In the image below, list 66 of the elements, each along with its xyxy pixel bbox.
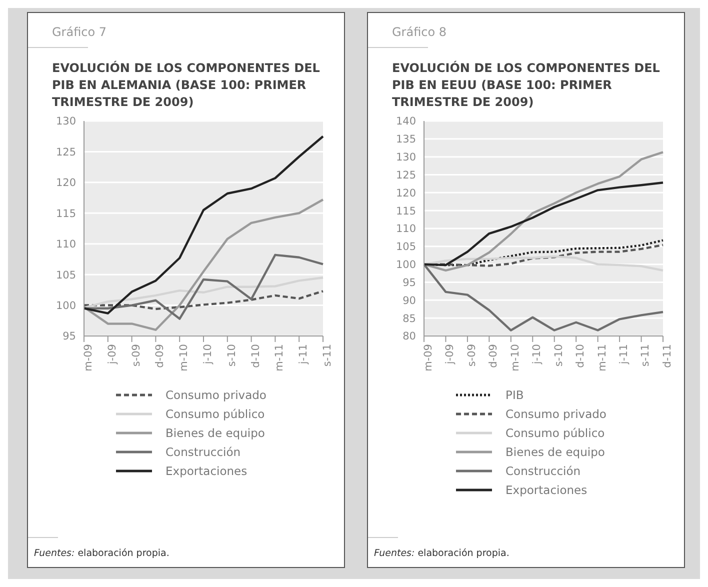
x-tick-label: d-09 (488, 344, 500, 368)
x-tick-label: j-10 (531, 344, 544, 366)
x-tick-label: m-11 (596, 344, 608, 372)
x-tick-label: d-11 (661, 344, 674, 368)
chart-subtitle: Gráfico 8 (392, 25, 448, 39)
x-tick-label: j-11 (618, 344, 630, 366)
y-tick-label: 125 (56, 146, 76, 158)
x-tick-label: s-09 (466, 344, 478, 367)
y-tick-label: 110 (396, 223, 416, 236)
chart-subtitle: Gráfico 7 (52, 25, 108, 39)
legend-label: PIB (506, 388, 524, 402)
x-tick-label: s-10 (226, 344, 238, 367)
x-tick-label: d-10 (574, 344, 587, 368)
y-tick-label: 125 (396, 169, 416, 182)
y-tick-label: 140 (396, 116, 416, 128)
y-tick-label: 120 (396, 187, 416, 200)
y-tick-label: 110 (56, 238, 76, 251)
source-note: Fuentes: elaboración propia. (34, 548, 170, 559)
x-tick-label: m-09 (82, 344, 94, 372)
x-tick-label: d-10 (250, 344, 262, 368)
line-series (82, 290, 324, 310)
x-tick-label: j-09 (444, 344, 456, 366)
y-tick-label: 120 (56, 177, 76, 190)
x-tick-label: m-11 (274, 344, 286, 372)
y-tick-label: 115 (396, 205, 416, 218)
y-tick-label: 115 (56, 208, 76, 220)
legend-label: Construcción (166, 444, 241, 458)
legend-label: Consumo privado (506, 406, 606, 420)
legend-label: Consumo privado (166, 388, 266, 402)
x-tick-label: s-10 (552, 344, 565, 367)
legend-label: Exportaciones (166, 464, 248, 478)
y-tick-label: 90 (402, 294, 416, 307)
y-tick-label: 105 (396, 241, 416, 254)
y-tick-label: 100 (56, 300, 76, 312)
legend-label: Bienes de equipo (166, 426, 265, 440)
y-tick-label: 80 (402, 330, 416, 343)
x-tick-label: s-11 (640, 344, 652, 367)
y-tick-label: 130 (56, 116, 76, 128)
y-tick-label: 95 (62, 330, 76, 343)
x-tick-label: m-10 (178, 344, 190, 372)
line-series (82, 135, 324, 314)
legend-label: Consumo público (506, 426, 605, 440)
legend-label: Construcción (506, 464, 581, 478)
legend-label: Consumo público (166, 406, 265, 420)
x-tick-label: d-09 (154, 344, 166, 368)
chart-title: EVOLUCIÓN DE LOS COMPONENTES DEL PIB EN ALEMANIA (BASE 100: PRIMER TRIMESTRE DE 2009) (52, 60, 321, 111)
x-tick-label: s-11 (321, 344, 334, 367)
legend-label: Bienes de equipo (506, 444, 605, 458)
source-note: Fuentes: elaboración propia. (374, 548, 510, 559)
x-tick-label: m-10 (509, 344, 522, 372)
chart-title: EVOLUCIÓN DE LOS COMPONENTES DEL PIB EN EEUU (BASE 100: PRIMER TRIMESTRE DE 2009) (392, 60, 661, 111)
x-tick-label: j-10 (202, 344, 214, 366)
y-tick-label: 105 (56, 269, 76, 282)
x-tick-label: j-11 (298, 344, 310, 366)
line-series (422, 255, 664, 272)
line-series (82, 276, 324, 309)
x-tick-label: j-09 (106, 344, 118, 366)
y-tick-label: 95 (402, 276, 416, 289)
legend-label: Exportaciones (506, 482, 588, 496)
y-tick-label: 85 (402, 312, 416, 325)
y-tick-label: 135 (396, 134, 416, 146)
line-series (422, 263, 664, 332)
y-tick-label: 100 (396, 259, 416, 272)
x-tick-label: s-09 (130, 344, 142, 367)
x-tick-label: m-09 (422, 344, 434, 372)
y-tick-label: 130 (396, 152, 416, 164)
